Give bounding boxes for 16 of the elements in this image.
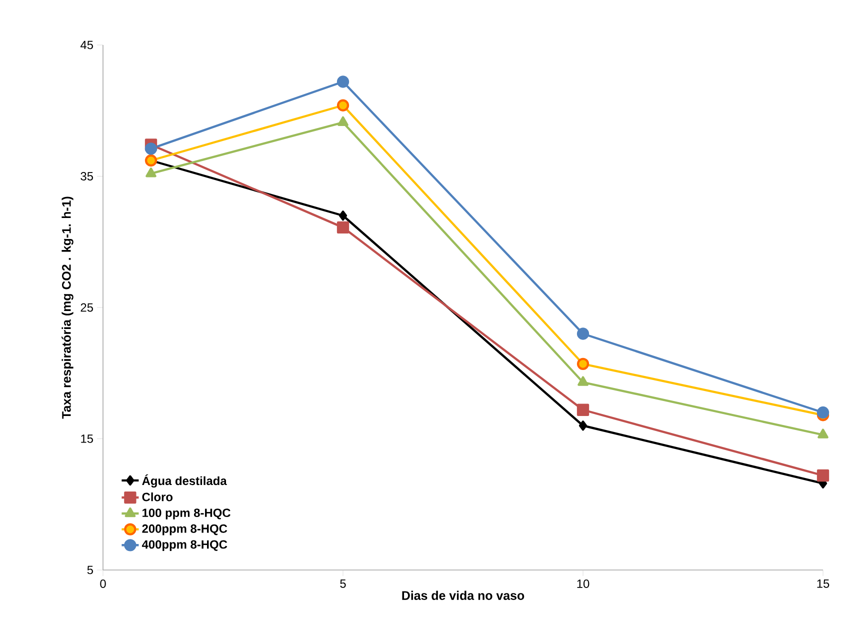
- y-tick-label: 5: [87, 566, 93, 574]
- legend-label: Cloro: [142, 492, 173, 502]
- legend-label: 200ppm 8-HQC: [142, 524, 228, 536]
- y-tick-label: 25: [80, 303, 93, 312]
- x-axis-title: Dias de vida no vaso: [402, 590, 524, 600]
- y-tick-label: 45: [80, 40, 93, 50]
- y-tick-label: 35: [80, 172, 93, 180]
- legend-label: Água destilada: [142, 474, 227, 488]
- legend-label: 100 ppm 8-HQC: [142, 508, 230, 520]
- x-tick-label: 15: [817, 580, 830, 588]
- x-tick-label: 5: [340, 580, 346, 588]
- y-axis-title: Taxa respiratória (mg CO2 . kg-1. h-1): [62, 196, 74, 419]
- legend-label: 400ppm 8-HQC: [142, 540, 228, 552]
- x-tick-label: 0: [100, 580, 106, 588]
- y-tick-label: 15: [81, 434, 93, 443]
- x-tick-label: 10: [577, 580, 590, 588]
